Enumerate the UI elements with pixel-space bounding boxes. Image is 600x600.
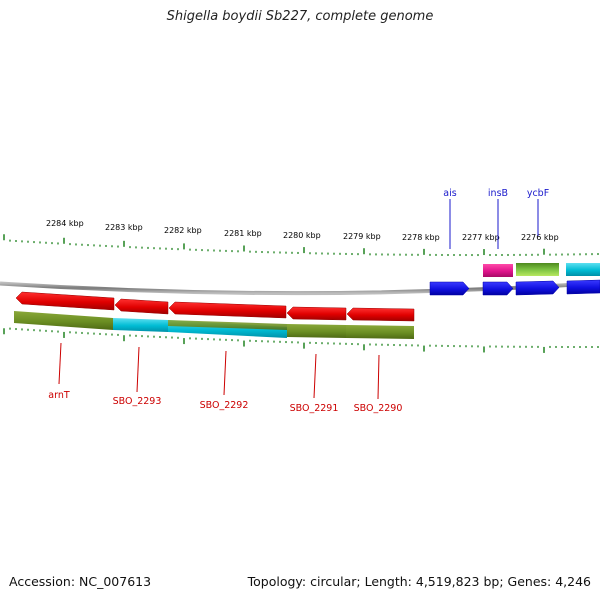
- scale-label: 2284 kbp: [46, 219, 84, 228]
- accession-text: Accession: NC_007613: [9, 574, 152, 589]
- gene-label-SBO_2292[interactable]: SBO_2292: [200, 400, 249, 411]
- gene-label-SBO_2290[interactable]: SBO_2290: [354, 403, 403, 414]
- map-title: Shigella boydii Sb227, complete genome: [166, 9, 434, 24]
- forward-strand-features: [429, 263, 600, 296]
- leader-line: [223, 350, 227, 396]
- gene-SBO_2290[interactable]: [346, 307, 415, 322]
- scale-label: 2283 kbp: [105, 223, 143, 232]
- SBO_2290-feature-block[interactable]: [346, 325, 414, 339]
- leader-line: [313, 353, 317, 399]
- reverse-gene-labels: arnT SBO_2293 SBO_2292 SBO_2291 SBO_2290: [48, 342, 403, 414]
- scale-label: 2277 kbp: [462, 233, 500, 242]
- leader-line: [58, 342, 62, 385]
- arnT-feature-block[interactable]: [14, 311, 113, 330]
- gene-label-ais[interactable]: ais: [443, 188, 456, 199]
- gene-label-SBO_2291[interactable]: SBO_2291: [290, 403, 339, 414]
- scale-label: 2278 kbp: [402, 233, 440, 242]
- ycbF-feature-block[interactable]: [516, 263, 559, 276]
- gene-label-SBO_2293[interactable]: SBO_2293: [113, 396, 162, 407]
- SBO_2291-feature-block[interactable]: [287, 324, 346, 338]
- insB-feature-block[interactable]: [483, 264, 513, 277]
- scale-label: 2279 kbp: [343, 232, 381, 241]
- leader-line: [377, 354, 380, 400]
- gene-SBO_2291[interactable]: [286, 306, 347, 321]
- gene-SBO_2293[interactable]: [114, 298, 169, 315]
- genome-summary-text: Topology: circular; Length: 4,519,823 bp…: [247, 574, 591, 589]
- gene-SBO_2292[interactable]: [168, 301, 287, 319]
- gene-label-insB[interactable]: insB: [488, 188, 508, 199]
- forward-gene-labels: ais insB ycbF: [443, 188, 549, 249]
- scale-label: 2276 kbp: [521, 233, 559, 242]
- outer-scale-ticks: [3, 234, 599, 257]
- gene-ycbF[interactable]: [515, 280, 560, 296]
- SBO_2292-olive-block[interactable]: [168, 320, 287, 330]
- gene-insB[interactable]: [482, 281, 514, 296]
- scale-label: 2281 kbp: [224, 229, 262, 238]
- reverse-strand-features: [14, 291, 415, 339]
- scale-label: 2280 kbp: [283, 231, 321, 240]
- gene-label-arnT[interactable]: arnT: [48, 390, 70, 401]
- SBO_2293-feature-block[interactable]: [113, 318, 168, 332]
- scale-label: 2282 kbp: [164, 226, 202, 235]
- forward-feature-block[interactable]: [566, 263, 600, 276]
- leader-line: [136, 346, 140, 393]
- gene-ais[interactable]: [429, 281, 470, 296]
- scale-labels: 2284 kbp 2283 kbp 2282 kbp 2281 kbp 2280…: [46, 219, 559, 242]
- inner-scale-ticks: [3, 327, 599, 353]
- gene-arnT[interactable]: [15, 291, 115, 311]
- gene-label-ycbF[interactable]: ycbF: [527, 188, 549, 199]
- gene-forward-cds[interactable]: [566, 279, 600, 295]
